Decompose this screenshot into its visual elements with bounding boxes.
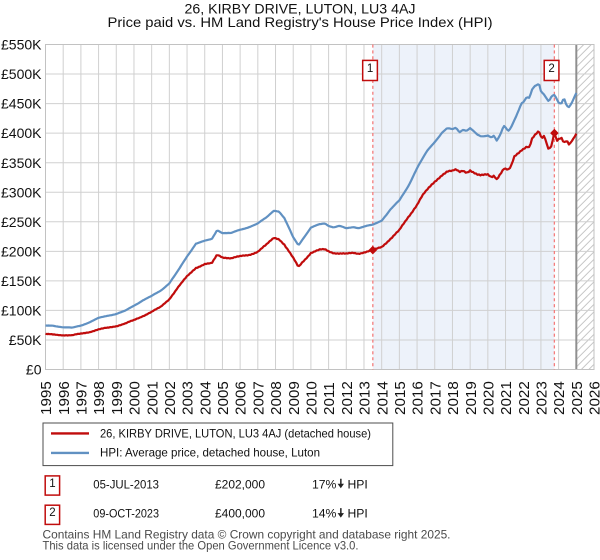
svg-text:£500K: £500K [1,66,42,82]
svg-text:2016: 2016 [410,381,427,415]
svg-text:£202,000: £202,000 [215,477,265,491]
svg-text:26, KIRBY DRIVE, LUTON, LU3 4A: 26, KIRBY DRIVE, LUTON, LU3 4AJ [185,1,416,17]
svg-text:2022: 2022 [516,381,533,415]
svg-text:2009: 2009 [286,381,303,415]
svg-text:£350K: £350K [1,155,42,171]
svg-text:2001: 2001 [144,381,161,415]
svg-text:2018: 2018 [445,381,462,415]
svg-text:2: 2 [548,63,554,75]
svg-text:Price paid vs. HM Land Registr: Price paid vs. HM Land Registry's House … [108,15,493,30]
svg-text:2002: 2002 [162,381,179,415]
svg-text:£300K: £300K [1,184,42,200]
svg-text:HPI: HPI [348,477,368,491]
svg-text:HPI: HPI [348,507,368,521]
svg-text:2012: 2012 [339,381,356,415]
svg-text:2019: 2019 [463,381,480,415]
svg-text:HPI: Average price, detached h: HPI: Average price, detached house, Luto… [100,446,320,460]
svg-text:2: 2 [49,507,55,519]
svg-text:17%: 17% [312,477,337,491]
svg-text:£100K: £100K [1,303,42,319]
svg-text:Contains HM Land Registry data: Contains HM Land Registry data © Crown c… [43,529,451,542]
svg-text:£150K: £150K [1,273,42,289]
svg-text:2024: 2024 [551,381,568,415]
svg-text:1998: 1998 [91,381,108,415]
svg-text:2023: 2023 [534,381,551,415]
svg-text:09-OCT-2023: 09-OCT-2023 [93,507,159,521]
svg-text:2005: 2005 [215,381,232,415]
svg-text:2003: 2003 [180,381,197,415]
svg-text:£550K: £550K [1,37,42,53]
svg-text:2015: 2015 [392,381,409,415]
svg-text:1: 1 [367,63,373,75]
svg-text:2013: 2013 [357,381,374,415]
svg-text:2010: 2010 [304,381,321,415]
svg-text:2021: 2021 [498,381,515,415]
svg-text:This data is licensed under th: This data is licensed under the Open Gov… [43,540,359,553]
svg-text:£400K: £400K [1,125,42,141]
svg-text:26, KIRBY DRIVE, LUTON, LU3 4A: 26, KIRBY DRIVE, LUTON, LU3 4AJ (detache… [100,426,371,440]
svg-text:1995: 1995 [38,381,55,415]
svg-text:1996: 1996 [56,381,73,415]
svg-text:2006: 2006 [233,381,250,415]
svg-text:£400,000: £400,000 [215,507,265,521]
svg-text:2026: 2026 [587,381,600,415]
svg-text:£450K: £450K [1,96,42,112]
svg-text:2020: 2020 [480,381,497,415]
svg-text:1999: 1999 [109,381,126,415]
svg-text:2004: 2004 [197,381,214,415]
svg-text:£250K: £250K [1,214,42,230]
svg-text:14%: 14% [312,507,337,521]
svg-text:£200K: £200K [1,243,42,259]
svg-text:2017: 2017 [427,381,444,415]
svg-text:1: 1 [49,478,55,490]
svg-text:2008: 2008 [268,381,285,415]
svg-text:2007: 2007 [250,381,267,415]
svg-text:2000: 2000 [127,381,144,415]
svg-text:£0: £0 [26,362,42,378]
svg-text:2025: 2025 [569,381,586,415]
svg-text:2014: 2014 [374,381,391,415]
svg-text:2011: 2011 [321,382,338,415]
svg-text:05-JUL-2013: 05-JUL-2013 [93,477,159,491]
svg-text:1997: 1997 [73,381,90,415]
svg-text:£50K: £50K [9,332,42,348]
